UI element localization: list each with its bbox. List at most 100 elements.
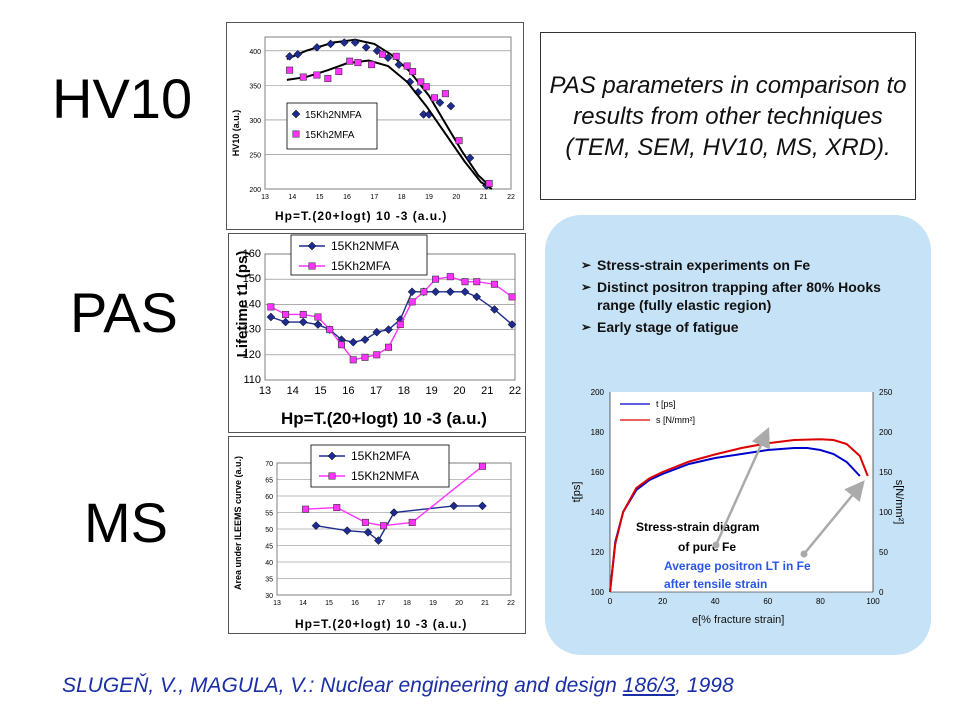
- y-tick-label: 130: [243, 324, 261, 336]
- square-marker: [361, 353, 369, 361]
- y-tick-label: 60: [265, 494, 273, 501]
- y-axis-label-right: s[N/mm²]: [893, 480, 905, 525]
- y-tick-label-left: 160: [591, 468, 605, 477]
- square-marker: [328, 472, 336, 480]
- diamond-marker: [490, 305, 499, 314]
- x-axis-label: Hp=T.(20+logt) 10 -3 (a.u.): [281, 409, 487, 428]
- bullet-text: Distinct positron trapping after 80% Hoo…: [597, 279, 881, 313]
- arrow-stress: [714, 427, 770, 546]
- x-tick-label: 21: [481, 385, 493, 397]
- square-marker: [326, 326, 334, 334]
- x-tick-label: 100: [866, 597, 880, 606]
- fit-curve: [286, 59, 493, 190]
- square-marker: [337, 341, 345, 349]
- y-tick-label: 50: [265, 527, 273, 534]
- square-marker: [430, 94, 438, 102]
- arrow-bullet-icon: ➢: [581, 258, 592, 272]
- diamond-marker: [374, 536, 383, 545]
- diamond-marker: [339, 38, 349, 47]
- legend: 15Kh2MFA 15Kh2NMFA: [310, 444, 450, 488]
- bullet-list: ➢ Stress-strain experiments on Fe ➢ Distin…: [581, 256, 921, 340]
- y-tick-label-right: 100: [879, 508, 893, 517]
- arrow-dot: [800, 550, 808, 558]
- x-tick-label: 16: [342, 385, 354, 397]
- square-marker: [299, 73, 307, 81]
- x-axis-label: e[% fracture strain]: [692, 614, 784, 626]
- square-marker: [267, 303, 275, 311]
- square-marker: [432, 275, 440, 283]
- y-tick-label-left: 140: [591, 508, 605, 517]
- diamond-marker: [363, 527, 373, 537]
- legend: 15Kh2NMFA 15Kh2MFA: [290, 234, 428, 276]
- x-tick-label: 16: [343, 194, 351, 201]
- diamond-marker: [394, 60, 404, 69]
- citation-volume: 186/3: [622, 674, 676, 697]
- x-tick-label: 19: [426, 385, 438, 397]
- diamond-marker: [360, 335, 370, 345]
- y-tick-label: 300: [249, 118, 261, 125]
- stress-strain-chart: 100 120 140 160 180 200 0 50 100 150 200 250 0 20 40 60…: [571, 388, 905, 626]
- citation: SLUGEŇ, V., MAGULA, V.: Nuclear engineer…: [62, 674, 734, 698]
- square-marker: [313, 71, 321, 79]
- y-tick-label: 120: [243, 349, 261, 361]
- x-tick-label: 15: [316, 194, 324, 201]
- diamond-marker: [342, 526, 352, 536]
- x-tick-label: 13: [273, 600, 281, 607]
- square-marker: [461, 278, 469, 286]
- diamond-marker: [281, 317, 290, 327]
- x-tick-label: 16: [351, 600, 359, 607]
- diamond-marker: [313, 320, 323, 329]
- legend-label: 15Kh2MFA: [351, 449, 410, 463]
- x-tick-label: 15: [314, 385, 326, 397]
- y-axis-label: Area under ILEEMS curve (a.u.): [233, 456, 243, 590]
- diamond-marker: [446, 101, 456, 111]
- legend-box: [310, 444, 450, 488]
- ms-chart: 30 35 40 45 50 55 60 65 70 13 14 15 16 17 18 19 20 21 22 15…: [233, 444, 515, 631]
- x-tick-label: 22: [509, 385, 521, 397]
- x-tick-label: 18: [398, 385, 410, 397]
- x-tick-label: 21: [481, 600, 489, 607]
- square-marker: [308, 262, 316, 270]
- diamond-marker: [348, 337, 358, 347]
- plot-area: [610, 392, 873, 592]
- y-tick-label-right: 150: [879, 468, 893, 477]
- y-tick-label: 70: [265, 461, 273, 468]
- series-15Kh2NMFA: [302, 462, 486, 530]
- series-15Kh2MFA: [286, 50, 493, 190]
- legend-label: 15Kh2NMFA: [305, 110, 362, 121]
- x-tick-label: 20: [455, 600, 463, 607]
- diamond-marker: [327, 451, 337, 461]
- bullet-text: Early stage of fatigue: [597, 319, 739, 335]
- arrow-bullet-icon: ➢: [581, 280, 592, 294]
- diamond-marker: [472, 292, 482, 302]
- series-line-stress: [609, 438, 869, 593]
- y-tick-label: 350: [249, 83, 261, 90]
- square-marker: [446, 273, 454, 281]
- diamond-marker: [311, 521, 321, 531]
- square-marker: [508, 293, 516, 301]
- diamond-marker: [407, 287, 417, 297]
- square-marker: [473, 278, 481, 286]
- citation-authors: SLUGEŇ, V., MAGULA, V.: Nuclear engineer…: [62, 674, 623, 697]
- y-tick-label: 200: [249, 187, 261, 194]
- y-tick-label: 160: [243, 248, 261, 260]
- diamond-marker: [350, 38, 360, 47]
- y-tick-label: 400: [249, 49, 261, 56]
- x-tick-label: 18: [398, 194, 406, 201]
- pas-chart-panel: 110 120 130 140 150 160 13 14 15 16 17 18 19 20 21 22 15…: [228, 233, 526, 433]
- diamond-marker: [478, 501, 487, 511]
- x-tick-label: 15: [325, 600, 333, 607]
- x-tick-label: 0: [608, 597, 613, 606]
- y-tick-label: 65: [265, 478, 273, 485]
- x-axis-label: Hp=T.(20+logt) 10 -3 (a.u.): [295, 617, 467, 631]
- legend-label: 15Kh2MFA: [305, 130, 355, 141]
- x-axis-label: Hp=T.(20+logt) 10 -3 (a.u.): [275, 209, 447, 223]
- square-marker: [403, 62, 411, 70]
- square-marker: [282, 310, 290, 318]
- bullet-item: ➢ Early stage of fatigue: [581, 318, 921, 336]
- diamond-marker: [291, 109, 301, 119]
- legend: t [ps] s [N/mm²]: [620, 399, 695, 425]
- legend: 15Kh2NMFA 15Kh2MFA: [286, 102, 378, 150]
- x-tick-label: 17: [370, 385, 382, 397]
- diamond-marker: [372, 327, 382, 337]
